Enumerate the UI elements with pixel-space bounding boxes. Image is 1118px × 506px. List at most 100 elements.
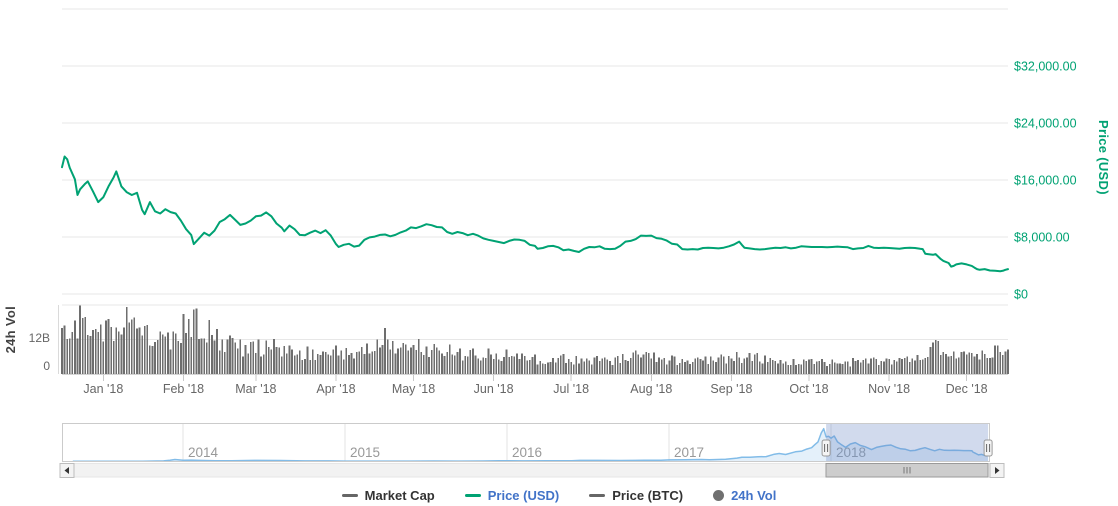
volume-bar bbox=[329, 355, 332, 374]
navigator-selected-range[interactable] bbox=[826, 423, 989, 462]
volume-bar bbox=[839, 363, 841, 374]
volume-bar bbox=[916, 355, 919, 374]
volume-bar bbox=[322, 351, 324, 374]
legend-item-market-cap[interactable]: Market Cap bbox=[341, 488, 435, 503]
volume-bar bbox=[143, 325, 146, 374]
volume-bar bbox=[671, 355, 673, 374]
volume-bar bbox=[826, 366, 828, 374]
volume-bar bbox=[92, 329, 94, 374]
volume-bar bbox=[451, 354, 454, 374]
volume-bar bbox=[686, 360, 689, 374]
volume-bar bbox=[177, 340, 180, 374]
scrollbar-left-button[interactable] bbox=[59, 463, 75, 478]
volume-bar bbox=[854, 360, 857, 374]
volume-bar bbox=[180, 343, 182, 374]
volume-bar bbox=[146, 324, 149, 374]
volume-bar bbox=[495, 353, 498, 374]
navigator[interactable]: 2014 2015 2016 2017 2018 bbox=[62, 423, 993, 463]
volume-bar bbox=[976, 354, 978, 374]
volume-bar bbox=[771, 359, 774, 374]
volume-bar bbox=[746, 357, 748, 374]
volume-bar bbox=[730, 358, 733, 374]
navigator-handle-left[interactable] bbox=[821, 439, 831, 457]
volume-bar bbox=[198, 339, 200, 374]
volume-bar bbox=[668, 360, 671, 374]
volume-bar bbox=[650, 358, 653, 374]
volume-bar bbox=[280, 356, 283, 374]
volume-bar bbox=[379, 347, 381, 374]
volume-bar bbox=[407, 350, 410, 374]
volume-bar bbox=[159, 331, 162, 374]
volume-bar bbox=[968, 352, 971, 374]
volume-bar bbox=[914, 360, 916, 374]
volume-bar bbox=[658, 357, 660, 374]
volume-bar bbox=[883, 361, 885, 374]
volume-bar bbox=[492, 358, 495, 374]
volume-bar bbox=[89, 336, 92, 374]
volume-bar bbox=[937, 340, 940, 374]
volume-bar bbox=[572, 364, 575, 374]
volume-bar bbox=[102, 341, 105, 374]
volume-bar bbox=[275, 347, 278, 374]
volume-bar bbox=[384, 327, 386, 374]
legend-item-price-btc[interactable]: Price (BTC) bbox=[589, 488, 683, 503]
volume-bar bbox=[94, 328, 97, 374]
volume-bar bbox=[288, 345, 291, 374]
volume-bar bbox=[585, 358, 588, 374]
volume-bar bbox=[927, 356, 929, 374]
volume-bar bbox=[821, 358, 823, 374]
volume-bar bbox=[448, 344, 451, 374]
volume-bar bbox=[513, 356, 516, 374]
volume-bar bbox=[748, 352, 751, 374]
volume-bar bbox=[947, 356, 950, 374]
volume-bar bbox=[702, 360, 704, 374]
volume-bar bbox=[120, 334, 123, 374]
x-tick-label: Jul '18 bbox=[553, 382, 589, 396]
x-tick-label: Jun '18 bbox=[474, 382, 514, 396]
volume-bar bbox=[999, 351, 1002, 374]
legend-item-price-usd[interactable]: Price (USD) bbox=[464, 488, 559, 503]
volume-bar bbox=[172, 331, 174, 374]
volume-bar bbox=[634, 350, 637, 374]
volume-bar bbox=[929, 346, 932, 374]
price-axis-title: Price (USD) bbox=[1096, 120, 1111, 195]
volume-bar bbox=[161, 334, 164, 374]
volume-bar bbox=[265, 340, 268, 374]
volume-bar bbox=[345, 348, 348, 374]
scrollbar[interactable] bbox=[59, 463, 1005, 478]
volume-bar bbox=[996, 345, 999, 374]
volume-bar bbox=[622, 354, 624, 374]
volume-bar bbox=[593, 357, 596, 374]
volume-bar bbox=[433, 343, 436, 374]
volume-bar bbox=[314, 359, 317, 374]
navigator-handle-right[interactable] bbox=[983, 439, 993, 457]
volume-bar bbox=[888, 358, 890, 374]
volume-bar bbox=[187, 319, 190, 374]
volume-bar bbox=[601, 358, 604, 374]
handle-grip-icon bbox=[821, 439, 831, 457]
volume-bar bbox=[402, 343, 405, 374]
volume-bar bbox=[875, 359, 878, 374]
volume-bar bbox=[443, 356, 446, 374]
volume-bar bbox=[660, 359, 663, 374]
volume-bar bbox=[324, 351, 327, 374]
volume-bar bbox=[510, 356, 513, 374]
volume-bar bbox=[694, 358, 697, 374]
volume-bar bbox=[632, 352, 635, 374]
volume-bar bbox=[681, 359, 684, 374]
volume-bar bbox=[360, 347, 363, 374]
volume-bar bbox=[981, 350, 983, 374]
volume-bar bbox=[831, 359, 834, 374]
volume-bar bbox=[903, 358, 906, 374]
volume-bar bbox=[833, 362, 836, 374]
volume-bar bbox=[257, 339, 260, 374]
scrollbar-right-button[interactable] bbox=[989, 463, 1005, 478]
volume-bar bbox=[544, 364, 547, 374]
volume-bar bbox=[896, 361, 898, 374]
volume-bar bbox=[84, 317, 87, 374]
volume-bar bbox=[110, 327, 112, 374]
volume-bar bbox=[371, 351, 374, 374]
volume-bar bbox=[960, 351, 963, 374]
legend-item-24h-vol[interactable]: 24h Vol bbox=[713, 488, 776, 503]
volume-bar bbox=[115, 327, 118, 374]
